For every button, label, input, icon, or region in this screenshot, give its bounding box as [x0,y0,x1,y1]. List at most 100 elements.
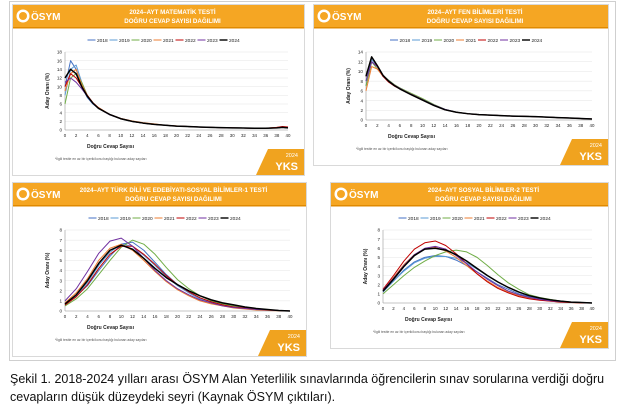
legend-label-2021: 2021 [466,38,477,44]
logo-text: ÖSYM [332,10,361,23]
logo-mark-inner [19,190,27,198]
legend-label-2024: 2024 [540,216,551,222]
y-tick-label: 5 [59,258,62,263]
y-axis-label: Aday Oranı (%) [346,68,352,104]
legend-label-2021: 2021 [474,216,485,222]
legend-label-2020: 2020 [444,38,455,44]
x-tick-label: 2 [75,314,78,319]
legend-label-2019: 2019 [422,38,433,44]
chart-svg: ÖSYM 2024–AYT TÜRK DİLİ VE EDEBİYATI-SOSY… [13,183,306,356]
x-tick-label: 14 [141,133,146,138]
x-axis-label: Doğru Cevap Sayısı [87,325,135,331]
series-line-2019 [64,64,289,129]
badge-year: 2024 [286,153,298,159]
x-tick-label: 34 [254,314,259,319]
legend-label-2022: 2022 [185,38,196,44]
x-tick-label: 32 [544,123,549,128]
y-tick-label: 0 [377,301,380,306]
legend-label-2023: 2023 [208,216,219,222]
x-tick-label: 0 [382,306,385,311]
y-tick-label: 16 [57,58,63,63]
footnote: *İlgili testte en az bir içerik/konu baş… [373,329,465,334]
series-lines [64,237,291,312]
legend: 2018 2019 2020 2021 2022 2023 2024 [398,216,551,222]
x-tick-label: 8 [109,314,112,319]
legend-label-2023: 2023 [510,38,521,44]
x-tick-label: 8 [424,306,427,311]
series-lines [64,60,289,130]
yks-badge: 2024 YKS [560,139,608,165]
x-axis-label: Doğru Cevap Sayısı [405,317,453,323]
x-tick-label: 12 [130,314,135,319]
x-tick-label: 22 [186,314,191,319]
y-tick-label: 10 [57,84,63,89]
series-lines [382,240,593,304]
x-tick-label: 32 [241,133,246,138]
x-tick-label: 34 [252,133,257,138]
y-tick-label: 1 [377,292,380,297]
x-tick-label: 38 [578,123,583,128]
x-tick-label: 22 [496,306,501,311]
legend: 2018 2019 2020 2021 2022 2023 2024 [87,38,240,44]
chart-panel-sosyal: ÖSYM 2024–AYT SOSYAL BİLİMLER-2 TESTİ DOĞR… [330,182,609,349]
logo-text: ÖSYM [349,188,378,201]
y-tick-label: 4 [59,110,62,115]
y-tick-label: 2 [377,282,380,287]
x-tick-label: 32 [243,314,248,319]
x-tick-label: 18 [163,133,168,138]
y-tick-label: 2 [59,119,62,124]
x-tick-label: 40 [590,306,595,311]
y-tick-label: 0 [59,128,62,133]
x-tick-label: 28 [522,123,527,128]
badge-year: 2024 [590,143,602,149]
x-tick-label: 40 [286,133,291,138]
legend-label-2022: 2022 [496,216,507,222]
x-tick-label: 14 [454,306,459,311]
series-line-2023 [64,77,289,129]
x-tick-label: 4 [86,314,89,319]
banner-underline [314,27,608,29]
title-banner [331,183,608,205]
badge-year: 2024 [288,334,300,340]
legend-label-2024: 2024 [532,38,543,44]
x-tick-label: 20 [485,306,490,311]
y-tick-label: 14 [57,67,63,72]
series-line-2024 [365,56,593,120]
legend-label-2019: 2019 [430,216,441,222]
y-tick-label: 4 [59,268,62,273]
x-tick-label: 30 [230,133,235,138]
y-tick-label: 6 [59,102,62,107]
badge-shape [258,330,306,356]
y-tick-label: 8 [59,93,62,98]
banner-underline [331,205,608,207]
badge-label: YKS [579,151,602,163]
x-tick-label: 40 [288,314,293,319]
x-tick-label: 14 [443,123,448,128]
x-tick-label: 6 [399,123,402,128]
x-tick-label: 30 [231,314,236,319]
x-tick-label: 10 [420,123,425,128]
x-tick-label: 12 [431,123,436,128]
legend-label-2022: 2022 [488,38,499,44]
legend-label-2018: 2018 [97,38,108,44]
chart-title: 2024–AYT SOSYAL BİLİMLER-2 TESTİ [428,187,539,194]
legend-label-2023: 2023 [518,216,529,222]
series-line-2023 [64,237,291,312]
x-tick-label: 6 [98,314,101,319]
badge-shape [560,139,608,165]
osym-logo: ÖSYM [16,9,60,23]
chart-title: 2024–AYT FEN BİLİMLERİ TESTİ [427,9,522,16]
y-axis-label: Aday Oranı (%) [363,248,369,284]
banner-underline [13,205,306,207]
y-tick-label: 12 [358,59,364,64]
chart-panel-edebiyat: ÖSYM 2024–AYT TÜRK DİLİ VE EDEBİYATI-SOSY… [12,182,307,357]
grid [366,51,592,121]
y-tick-label: 8 [59,228,62,233]
yks-badge: 2024 YKS [560,322,608,348]
series-line-2021 [64,243,291,312]
legend-label-2019: 2019 [120,216,131,222]
y-tick-label: 10 [358,69,364,74]
x-tick-label: 8 [108,133,111,138]
chart-panel-matematik: ÖSYM 2024–AYT MATEMATİK TESTİ DOĞRU CEVAP … [12,4,305,176]
